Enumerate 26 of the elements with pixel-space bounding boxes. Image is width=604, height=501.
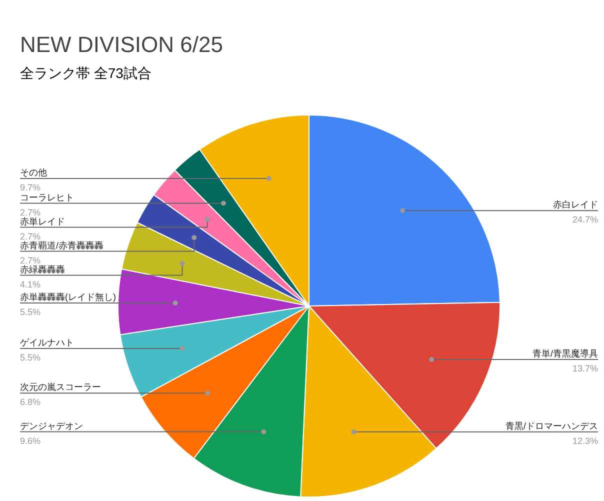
slice-label: 赤緑轟轟轟 bbox=[20, 264, 65, 274]
title: NEW DIVISION 6/25 bbox=[20, 32, 223, 57]
data-label: 5.5% bbox=[20, 352, 41, 363]
slice-label: コーラレヒト bbox=[20, 192, 74, 202]
data-label: 2.7% bbox=[20, 255, 41, 266]
data-label: 2.7% bbox=[20, 207, 41, 218]
data-label: 4.1% bbox=[20, 279, 41, 290]
subtitle: 全ランク帯 全73試合 bbox=[20, 65, 152, 81]
data-label: 5.5% bbox=[20, 307, 41, 318]
slice-label: 赤白レイド bbox=[553, 200, 598, 210]
slice-label: 青黒/ドロマーハンデス bbox=[505, 420, 598, 431]
slice-label: 赤単轟轟轟(レイド無し) bbox=[20, 292, 116, 302]
slice-label: 赤単レイド bbox=[20, 216, 65, 226]
data-label: 6.8% bbox=[20, 397, 41, 408]
slice-label: 次元の嵐スコーラー bbox=[20, 382, 101, 392]
data-label: 2.7% bbox=[20, 231, 41, 242]
slice-label: デンジャデオン bbox=[20, 420, 83, 431]
data-label: 12.3% bbox=[572, 436, 598, 446]
slice-label: 青単/青黒魔導具 bbox=[532, 348, 598, 358]
data-label: 24.7% bbox=[572, 214, 598, 225]
data-label: 13.7% bbox=[572, 363, 598, 374]
data-label: 9.6% bbox=[20, 436, 41, 446]
data-label: 9.7% bbox=[20, 182, 41, 192]
slice-label: その他 bbox=[20, 167, 47, 178]
slice-label: 赤青覇道/赤青轟轟轟 bbox=[20, 240, 104, 250]
slice-label: ゲイルナハト bbox=[20, 338, 74, 348]
